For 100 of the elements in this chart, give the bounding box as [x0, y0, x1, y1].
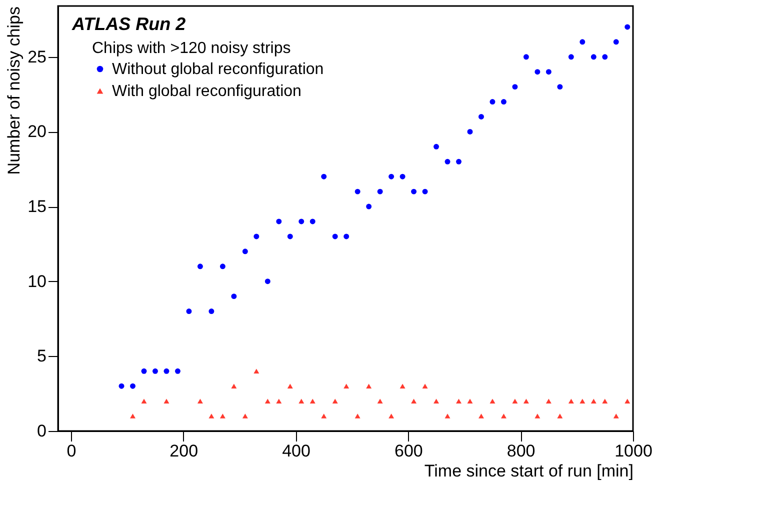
point [242, 248, 248, 254]
x-tick-label: 400 [282, 442, 310, 460]
point [546, 69, 552, 75]
legend-title: Chips with >120 noisy strips [92, 40, 291, 57]
point [512, 398, 518, 404]
point [298, 398, 304, 404]
point [534, 414, 540, 418]
point [602, 54, 608, 60]
point [388, 414, 394, 418]
point [231, 294, 237, 300]
point [287, 384, 293, 388]
x-tick-label: 200 [170, 442, 198, 460]
point [220, 414, 226, 418]
point [118, 383, 124, 389]
point [568, 398, 574, 404]
y-tick-label: 0 [37, 422, 46, 440]
y-tick-label: 20 [28, 122, 46, 142]
point [321, 174, 327, 180]
y-tick-label: 10 [28, 272, 46, 291]
point [366, 204, 372, 210]
point [344, 384, 350, 388]
point [534, 69, 540, 75]
point [141, 368, 147, 374]
point [400, 384, 406, 388]
point [174, 368, 180, 374]
point [490, 398, 496, 404]
point [332, 398, 338, 404]
point [354, 188, 360, 194]
point [624, 24, 630, 30]
point [400, 174, 406, 180]
x-tick-label: 800 [506, 442, 536, 460]
point [164, 398, 170, 404]
point [287, 234, 293, 240]
point [512, 84, 518, 90]
point [254, 368, 260, 374]
annotation: ATLAS Run 2 [71, 14, 186, 34]
x-tick-label: 0 [66, 442, 76, 460]
point [411, 188, 417, 194]
point [580, 398, 586, 404]
y-tick-label: 5 [37, 346, 46, 366]
point [276, 218, 282, 224]
point [444, 414, 450, 418]
point [141, 398, 147, 404]
point [467, 128, 473, 134]
point [197, 398, 203, 404]
point [624, 398, 630, 404]
point [377, 188, 383, 194]
point [321, 414, 327, 418]
point [546, 398, 552, 404]
point [478, 114, 484, 120]
point [220, 264, 226, 270]
point [422, 384, 428, 388]
point [298, 218, 304, 224]
point [568, 54, 574, 60]
point [310, 218, 316, 224]
point [456, 158, 462, 164]
point [332, 234, 338, 240]
point [602, 398, 608, 404]
y-axis-title: Number of noisy chips [4, 6, 24, 175]
point [208, 308, 214, 314]
point [152, 368, 158, 374]
point [434, 144, 440, 150]
point [422, 188, 428, 194]
point [444, 158, 450, 164]
point [310, 398, 316, 404]
point [580, 39, 586, 45]
point [500, 414, 506, 418]
x-axis-title: Time since start of run [min] [424, 462, 634, 480]
point [254, 234, 260, 240]
point [264, 398, 270, 404]
legend-label: With global reconfiguration [112, 83, 302, 100]
point [130, 414, 136, 418]
x-tick-label: 600 [394, 442, 423, 460]
point [130, 383, 136, 389]
point [590, 54, 596, 60]
point [467, 398, 473, 404]
point [164, 368, 170, 374]
point [377, 398, 383, 404]
point [411, 398, 417, 404]
point [613, 39, 619, 45]
point [590, 398, 596, 404]
point [434, 398, 440, 404]
point [490, 99, 496, 105]
point [523, 54, 529, 60]
y-tick-label: 25 [28, 47, 46, 66]
y-tick-label: 15 [28, 197, 46, 216]
point [500, 99, 506, 105]
point [557, 414, 563, 418]
point [366, 384, 372, 388]
point [264, 278, 270, 284]
point [523, 398, 529, 404]
point [242, 414, 248, 418]
point [344, 234, 350, 240]
x-tick-label: 1000 [614, 442, 652, 460]
point [197, 264, 203, 270]
point [613, 414, 619, 418]
point [388, 174, 394, 180]
point [208, 414, 214, 418]
point [276, 398, 282, 404]
point [478, 414, 484, 418]
